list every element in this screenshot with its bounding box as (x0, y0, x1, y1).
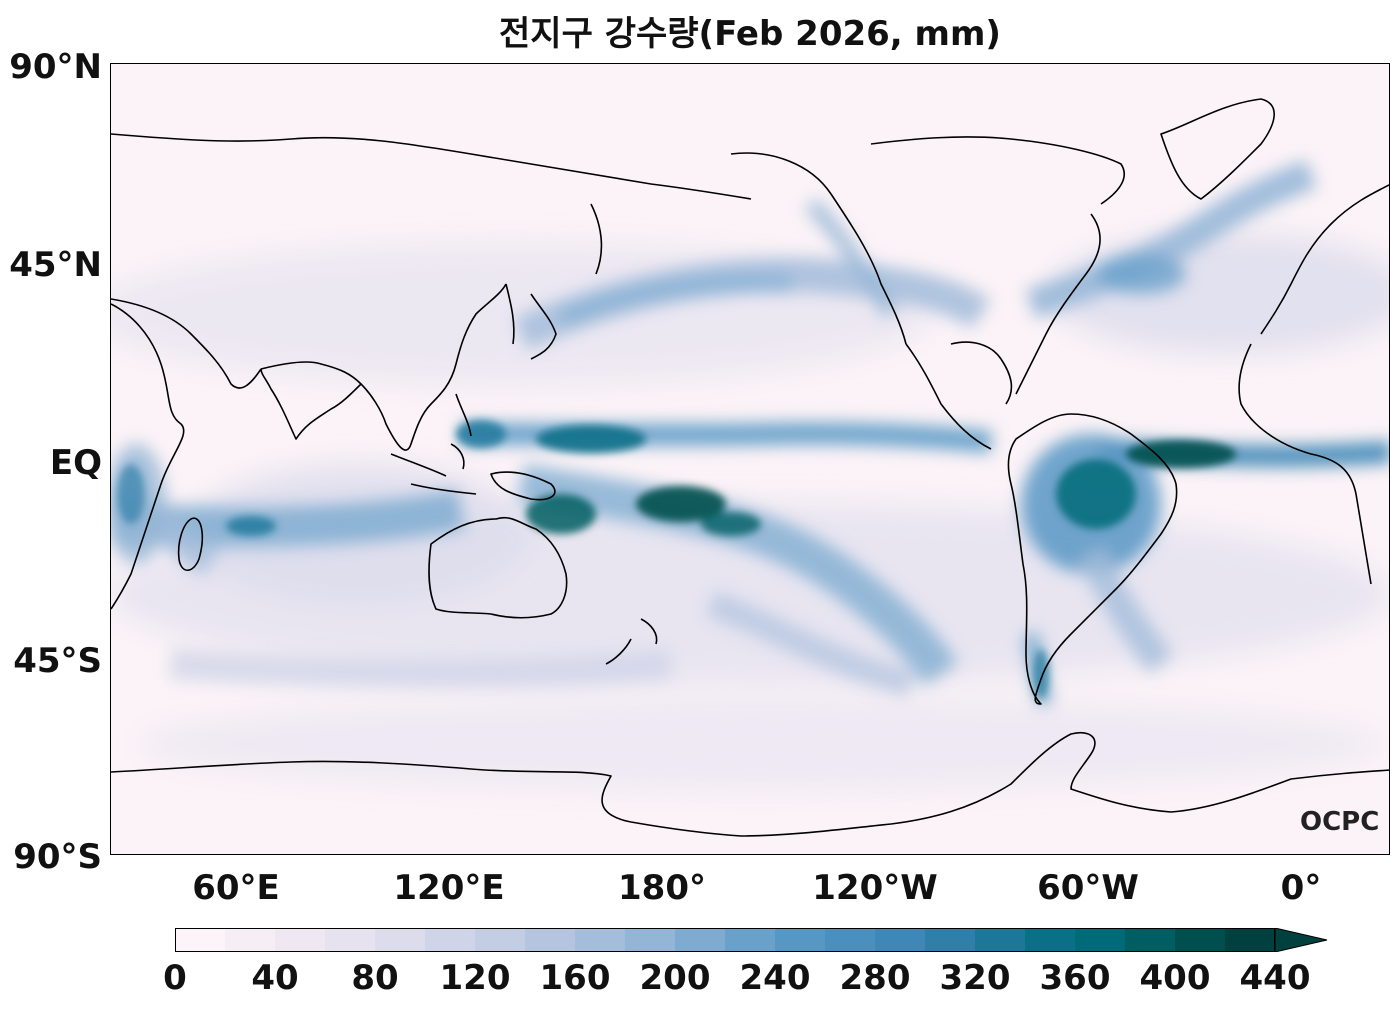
colorbar-swatch (325, 928, 376, 952)
colorbar-swatch (1175, 928, 1226, 952)
lat-label-90n: 90°N (9, 47, 102, 87)
lat-label-eq: EQ (49, 443, 102, 483)
colorbar-tick-label: 80 (351, 958, 399, 998)
precipitation-map (110, 63, 1390, 855)
colorbar-tick-label: 280 (839, 958, 911, 998)
colorbar (175, 927, 1335, 956)
colorbar-svg (175, 927, 1328, 953)
colorbar-swatch (825, 928, 876, 952)
lat-label-90s: 90°S (13, 837, 102, 877)
colorbar-swatch (475, 928, 526, 952)
ocpc-logo: OCPC (1300, 807, 1380, 837)
lat-label-45n: 45°N (9, 245, 102, 285)
colorbar-tick-label: 400 (1139, 958, 1211, 998)
colorbar-swatch (625, 928, 676, 952)
lon-label-120e: 120°E (393, 868, 505, 908)
lon-label-120w: 120°W (812, 868, 938, 908)
colorbar-swatch (1075, 928, 1126, 952)
colorbar-swatch (275, 928, 326, 952)
colorbar-swatch (575, 928, 626, 952)
colorbar-outline (175, 928, 1275, 952)
colorbar-swatch (975, 928, 1026, 952)
colorbar-tick-label: 320 (939, 958, 1011, 998)
colorbar-swatch (725, 928, 776, 952)
colorbar-extend-arrow (1274, 927, 1328, 953)
lon-label-180: 180° (618, 868, 706, 908)
colorbar-swatch (925, 928, 976, 952)
chart-title: 전지구 강수량(Feb 2026, mm) (499, 14, 1001, 54)
lon-label-0: 0° (1280, 868, 1322, 908)
colorbar-swatch (1125, 928, 1176, 952)
colorbar-swatch (1025, 928, 1076, 952)
colorbar-tick-label: 0 (163, 958, 187, 998)
colorbar-swatch (425, 928, 476, 952)
colorbar-swatch (775, 928, 826, 952)
map-canvas (111, 64, 1389, 854)
lat-label-45s: 45°S (13, 641, 102, 681)
heavy-precip-cores (117, 420, 1236, 699)
colorbar-tick-label: 360 (1039, 958, 1111, 998)
colorbar-tick-label: 200 (639, 958, 711, 998)
colorbar-tick-label: 440 (1239, 958, 1311, 998)
lon-label-60w: 60°W (1037, 868, 1139, 908)
colorbar-tick-label: 160 (539, 958, 611, 998)
colorbar-tick-label: 120 (439, 958, 511, 998)
colorbar-swatch (175, 928, 226, 952)
colorbar-swatch (675, 928, 726, 952)
colorbar-swatch (875, 928, 926, 952)
colorbar-tick-label: 240 (739, 958, 811, 998)
lon-label-60e: 60°E (192, 868, 280, 908)
precip-bands (111, 159, 1389, 707)
colorbar-swatch (225, 928, 276, 952)
colorbar-swatch (525, 928, 576, 952)
colorbar-tick-label: 40 (251, 958, 299, 998)
colorbar-swatch (375, 928, 426, 952)
coastlines (111, 98, 1389, 837)
colorbar-swatch (1225, 928, 1276, 952)
